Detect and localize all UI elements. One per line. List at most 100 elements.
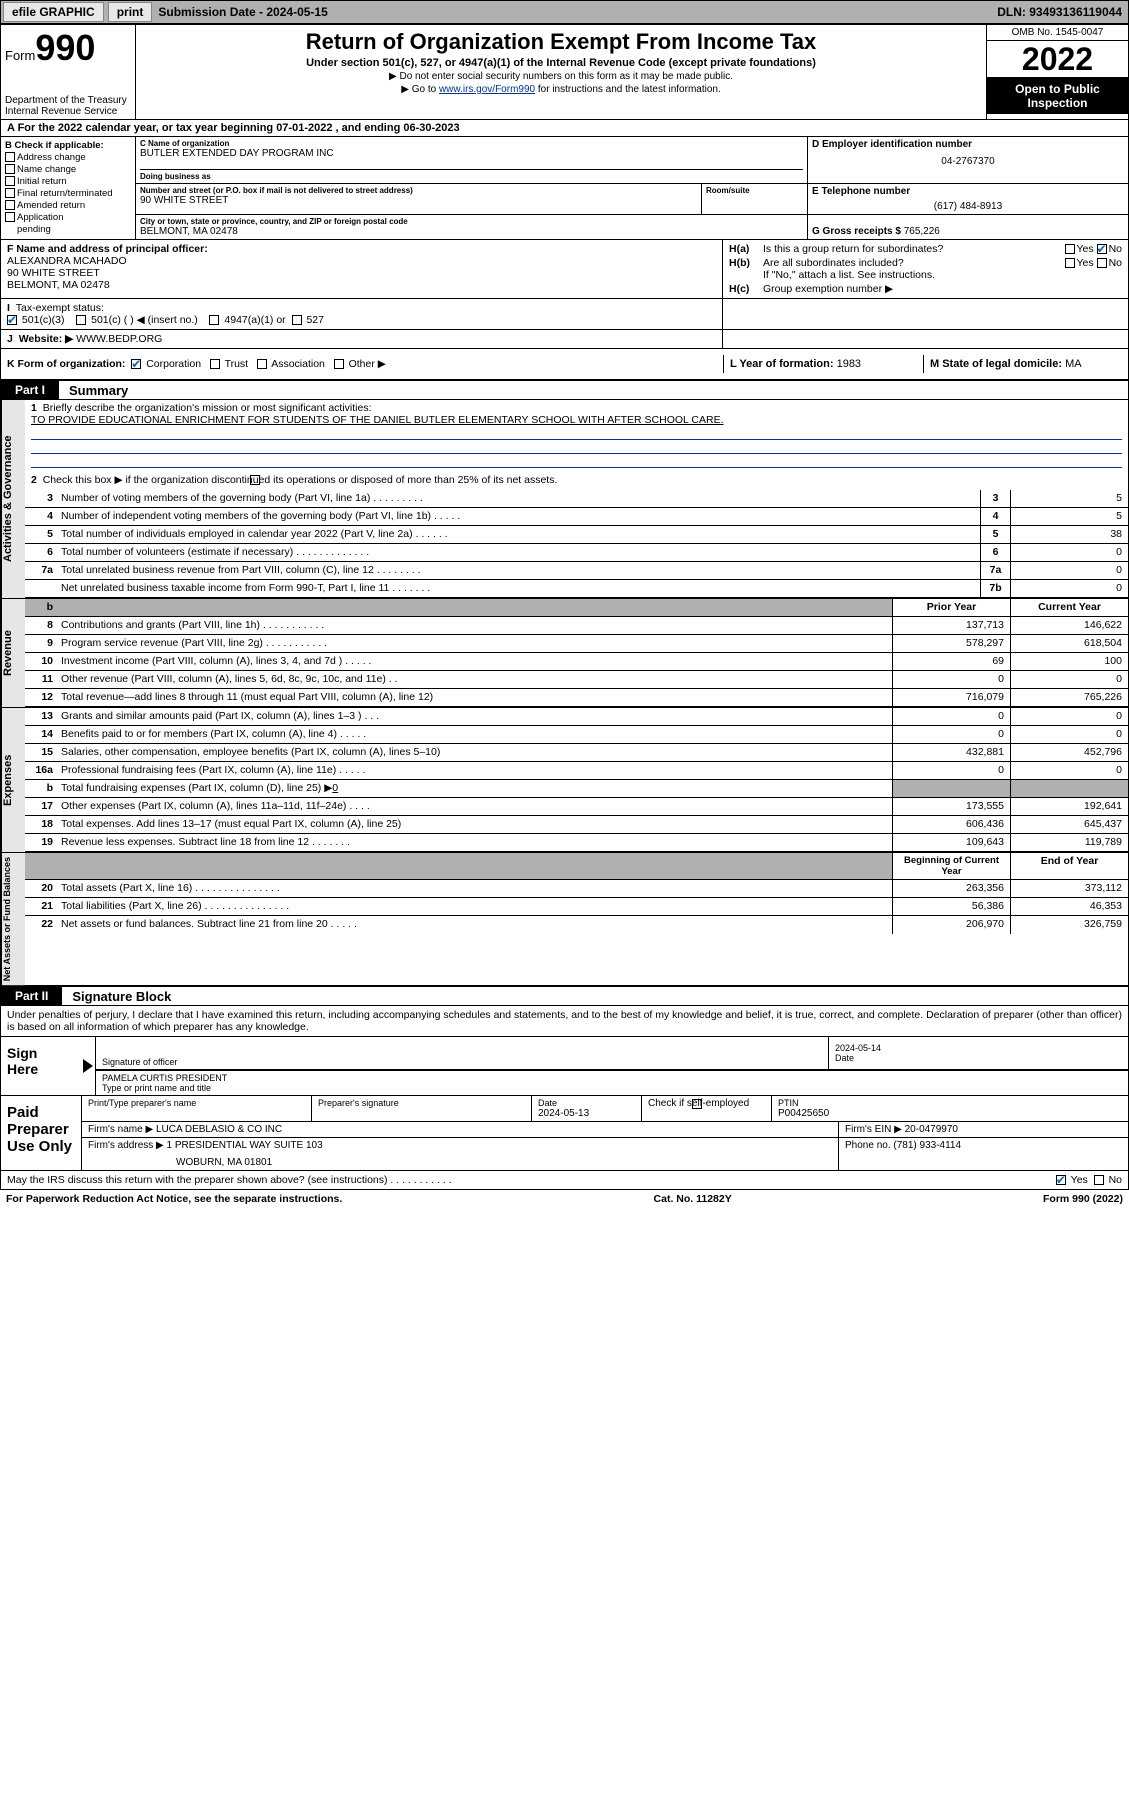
check-trust[interactable] — [210, 359, 220, 369]
footer-form: Form 990 (2022) — [1043, 1193, 1123, 1205]
check-application-pending[interactable] — [5, 212, 15, 222]
street: 90 WHITE STREET — [140, 195, 697, 206]
ha-no[interactable] — [1097, 244, 1107, 254]
city: BELMONT, MA 02478 — [140, 226, 803, 237]
prior-17: 173,555 — [892, 798, 1010, 815]
row-a-tax-year: A For the 2022 calendar year, or tax yea… — [0, 120, 1129, 137]
begin-20: 263,356 — [892, 880, 1010, 897]
firm-addr2: WOBURN, MA 01801 — [88, 1157, 832, 1168]
check-discontinued[interactable] — [250, 475, 260, 485]
check-self-employed[interactable] — [692, 1099, 702, 1109]
efile-button[interactable]: efile GRAPHIC — [3, 2, 104, 22]
vlabel-expenses: Expenses — [1, 708, 25, 852]
end-20: 373,112 — [1010, 880, 1128, 897]
prep-date: 2024-05-13 — [538, 1108, 635, 1119]
curr-11: 0 — [1010, 671, 1128, 688]
submission-date: Submission Date - 2024-05-15 — [154, 5, 331, 19]
year-formation: 1983 — [837, 358, 861, 370]
prior-12: 716,079 — [892, 689, 1010, 706]
prior-19: 109,643 — [892, 834, 1010, 851]
vlabel-activities: Activities & Governance — [1, 400, 25, 598]
irs-link[interactable]: www.irs.gov/Form990 — [439, 84, 535, 95]
paid-preparer-label: PaidPreparerUse Only — [1, 1096, 81, 1170]
curr-17: 192,641 — [1010, 798, 1128, 815]
state-domicile: MA — [1065, 358, 1082, 370]
check-final-return[interactable] — [5, 188, 15, 198]
hb-yes[interactable] — [1065, 258, 1075, 268]
section-activities: Activities & Governance 1 Briefly descri… — [0, 400, 1129, 598]
form-note-1: ▶ Do not enter social security numbers o… — [142, 71, 980, 82]
print-button[interactable]: print — [108, 2, 153, 22]
section-i: I Tax-exempt status: 501(c)(3) 501(c) ( … — [0, 299, 1129, 330]
check-4947[interactable] — [209, 315, 219, 325]
col-b-checkboxes: B Check if applicable: Address change Na… — [1, 137, 136, 239]
tax-year: 2022 — [987, 41, 1128, 78]
org-name-cell: C Name of organization BUTLER EXTENDED D… — [136, 137, 808, 183]
room-suite-cell: Room/suite — [702, 184, 807, 214]
fundraising-total: 0 — [332, 782, 338, 794]
end-22: 326,759 — [1010, 916, 1128, 934]
dln: DLN: 93493136119044 — [997, 5, 1128, 19]
section-fh: F Name and address of principal officer:… — [0, 240, 1129, 299]
check-501c[interactable] — [76, 315, 86, 325]
prior-13: 0 — [892, 708, 1010, 725]
curr-9: 618,504 — [1010, 635, 1128, 652]
footer: For Paperwork Reduction Act Notice, see … — [0, 1190, 1129, 1208]
val-6: 0 — [1010, 544, 1128, 561]
gross-receipts: 765,226 — [904, 226, 940, 237]
check-name-change[interactable] — [5, 164, 15, 174]
check-corporation[interactable] — [131, 359, 141, 369]
curr-14: 0 — [1010, 726, 1128, 743]
check-527[interactable] — [292, 315, 302, 325]
val-3: 5 — [1010, 490, 1128, 507]
section-klm: K Form of organization: Corporation Trus… — [0, 349, 1129, 380]
begin-21: 56,386 — [892, 898, 1010, 915]
firm-ein: 20-0479970 — [905, 1124, 958, 1135]
city-cell: City or town, state or province, country… — [136, 215, 808, 239]
prior-10: 69 — [892, 653, 1010, 670]
val-7a: 0 — [1010, 562, 1128, 579]
check-501c3[interactable] — [7, 315, 17, 325]
check-initial-return[interactable] — [5, 176, 15, 186]
firm-addr1: 1 PRESIDENTIAL WAY SUITE 103 — [167, 1140, 323, 1151]
phone-cell: E Telephone number (617) 484-8913 — [808, 184, 1128, 214]
section-expenses: Expenses 13Grants and similar amounts pa… — [0, 707, 1129, 852]
toolbar: efile GRAPHIC print Submission Date - 20… — [0, 0, 1129, 24]
section-j: J Website: ▶ WWW.BEDP.ORG — [0, 330, 1129, 349]
prior-16a: 0 — [892, 762, 1010, 779]
ein-cell: D Employer identification number 04-2767… — [808, 137, 1128, 183]
firm-name: LUCA DEBLASIO & CO INC — [156, 1124, 282, 1135]
curr-18: 645,437 — [1010, 816, 1128, 833]
part1-header: Part I Summary — [0, 380, 1129, 400]
curr-16a: 0 — [1010, 762, 1128, 779]
check-address-change[interactable] — [5, 152, 15, 162]
section-bc: B Check if applicable: Address change Na… — [0, 137, 1129, 240]
ha-yes[interactable] — [1065, 244, 1075, 254]
prior-18: 606,436 — [892, 816, 1010, 833]
form-header: Form990 Department of the Treasury Inter… — [0, 24, 1129, 120]
officer-typed-name: PAMELA CURTIS PRESIDENT — [102, 1073, 1122, 1083]
discuss-yes[interactable] — [1056, 1175, 1066, 1185]
section-net-assets: Net Assets or Fund Balances Beginning of… — [0, 852, 1129, 986]
declaration-text: Under penalties of perjury, I declare th… — [1, 1006, 1128, 1036]
triangle-icon — [81, 1037, 95, 1095]
discuss-no[interactable] — [1094, 1175, 1104, 1185]
curr-12: 765,226 — [1010, 689, 1128, 706]
curr-19: 119,789 — [1010, 834, 1128, 851]
signature-block: Under penalties of perjury, I declare th… — [0, 1006, 1129, 1190]
check-other[interactable] — [334, 359, 344, 369]
sign-here-label: SignHere — [1, 1037, 81, 1095]
omb-number: OMB No. 1545-0047 — [987, 25, 1128, 41]
check-association[interactable] — [257, 359, 267, 369]
prior-8: 137,713 — [892, 617, 1010, 634]
begin-22: 206,970 — [892, 916, 1010, 934]
footer-cat: Cat. No. 11282Y — [654, 1193, 732, 1205]
mission-text: TO PROVIDE EDUCATIONAL ENRICHMENT FOR ST… — [31, 414, 1122, 426]
street-cell: Number and street (or P.O. box if mail i… — [136, 184, 702, 214]
org-name: BUTLER EXTENDED DAY PROGRAM INC — [140, 148, 803, 159]
sig-date: 2024-05-14 — [835, 1043, 1122, 1053]
curr-10: 100 — [1010, 653, 1128, 670]
end-21: 46,353 — [1010, 898, 1128, 915]
check-amended-return[interactable] — [5, 200, 15, 210]
hb-no[interactable] — [1097, 258, 1107, 268]
